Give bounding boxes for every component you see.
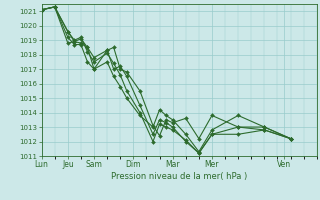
X-axis label: Pression niveau de la mer( hPa ): Pression niveau de la mer( hPa )	[111, 172, 247, 181]
